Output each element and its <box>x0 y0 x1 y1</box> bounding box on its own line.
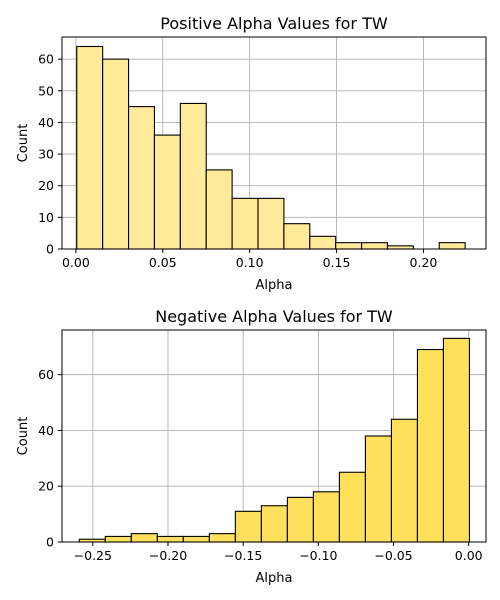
histogram-bar <box>234 510 262 543</box>
y-tick-label: 40 <box>38 115 54 130</box>
x-tick-label: 0.20 <box>410 255 438 270</box>
histogram-bar <box>104 535 132 543</box>
y-tick-label: 50 <box>38 83 54 98</box>
y-tick-label: 10 <box>38 210 54 225</box>
y-axis-label: Count <box>16 124 31 163</box>
y-tick-label: 20 <box>38 479 54 494</box>
x-tick-label: −0.20 <box>149 548 187 563</box>
positive-alpha-histogram: 0.00 0.05 0.10 0.15 0.20 0 10 20 30 40 50 60 Positiv… <box>16 14 487 293</box>
histogram-bar <box>153 134 181 250</box>
x-tick-label: 0.00 <box>62 255 90 270</box>
histogram-bar <box>338 471 366 543</box>
plot-frame <box>61 36 487 250</box>
histogram-bar <box>260 505 288 543</box>
x-tick-label: −0.05 <box>374 548 412 563</box>
histogram-bar <box>309 235 337 250</box>
histogram-bar <box>286 496 314 543</box>
histogram-bar <box>361 242 389 250</box>
histogram-bar <box>312 491 340 543</box>
histogram-bar <box>102 58 130 250</box>
y-tick-label: 30 <box>38 147 54 162</box>
x-tick-label: 0.10 <box>236 255 264 270</box>
x-tick-label: −0.25 <box>74 548 112 563</box>
histogram-bar <box>128 106 155 250</box>
histogram-bar <box>130 533 158 543</box>
histogram-bar <box>442 337 471 543</box>
histogram-bar <box>231 197 259 250</box>
negative-alpha-histogram: −0.25 −0.20 −0.15 −0.10 −0.05 0.00 0 20 40 60 Nega… <box>16 307 487 586</box>
y-tick-label: 60 <box>38 367 54 382</box>
x-tick-label: 0.00 <box>455 548 483 563</box>
histogram-bar <box>364 435 392 543</box>
y-tick-label: 0 <box>46 535 54 550</box>
y-tick-label: 0 <box>46 242 54 257</box>
histogram-bar <box>205 169 233 250</box>
y-tick-label: 60 <box>38 52 54 67</box>
x-axis-label: Alpha <box>256 571 293 586</box>
histogram-bar <box>182 535 210 543</box>
x-tick-label: 0.05 <box>149 255 177 270</box>
histogram-bar <box>335 242 363 250</box>
x-tick-label: −0.10 <box>299 548 337 563</box>
histogram-bar <box>257 197 285 250</box>
histogram-bar <box>76 45 104 250</box>
y-axis-label: Count <box>16 417 31 456</box>
histogram-bar <box>416 348 444 543</box>
x-tick-label: −0.15 <box>224 548 262 563</box>
histogram-bar <box>283 223 311 250</box>
y-tick-label: 20 <box>38 178 54 193</box>
plot-frame <box>61 329 487 543</box>
chart-title: Positive Alpha Values for TW <box>160 14 388 33</box>
histogram-bar <box>390 418 418 543</box>
x-axis-label: Alpha <box>256 278 293 293</box>
y-tick-label: 40 <box>38 423 54 438</box>
x-tick-label: 0.15 <box>323 255 351 270</box>
histogram-bar <box>156 535 184 543</box>
histogram-bar <box>179 102 207 250</box>
histogram-bar <box>208 533 236 543</box>
histogram-bar <box>438 242 466 250</box>
chart-title: Negative Alpha Values for TW <box>155 307 393 326</box>
